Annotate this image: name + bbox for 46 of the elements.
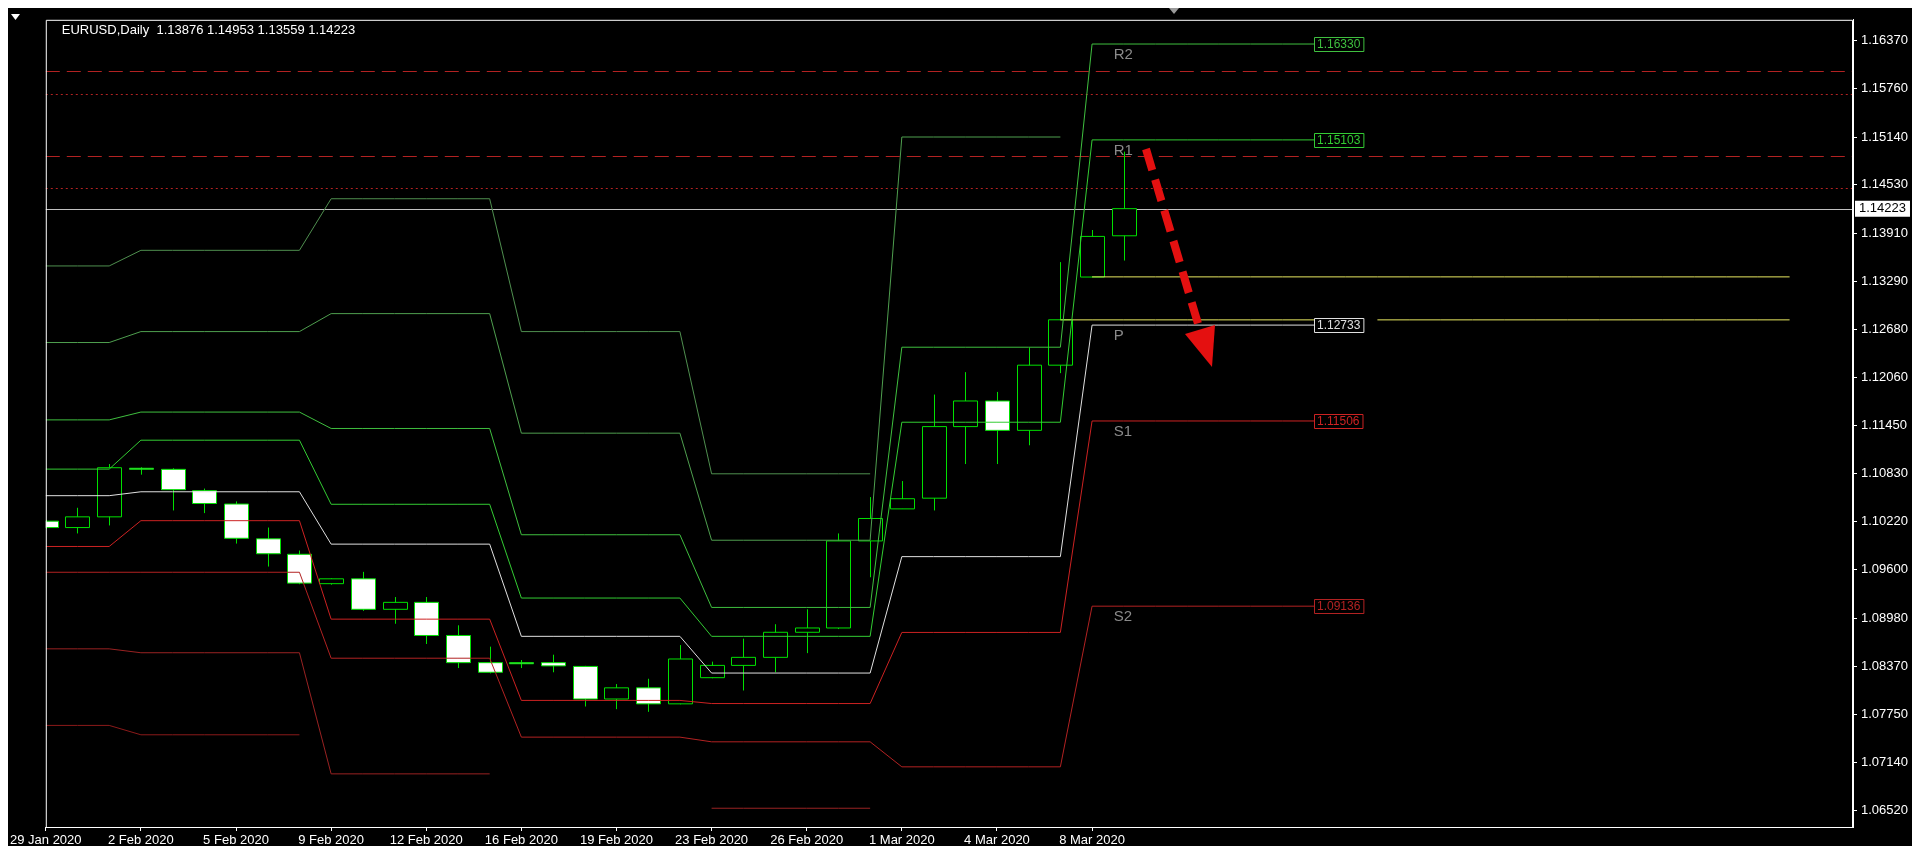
- candlestick: [161, 467, 186, 511]
- y-tick-label: 1.07750: [1861, 706, 1908, 722]
- y-tick-label: 1.15760: [1861, 80, 1908, 96]
- x-tick-label: 1 Mar 2020: [868, 832, 935, 848]
- y-tick-label: 1.14530: [1861, 176, 1908, 192]
- x-tick-label: 12 Feb 2020: [389, 832, 463, 848]
- series-label: R2: [1113, 44, 1133, 62]
- x-tick-label: 8 Mar 2020: [1059, 832, 1125, 848]
- y-tick-label: 1.06520: [1861, 802, 1908, 818]
- y-tick-label: 1.13290: [1861, 273, 1908, 289]
- y-tick-label: 1.11450: [1861, 416, 1908, 432]
- y-tick-label: 1.10830: [1861, 465, 1908, 481]
- y-tick-label: 1.16370: [1861, 32, 1908, 48]
- series-label: S2: [1113, 606, 1133, 624]
- y-tick-label: 1.12680: [1861, 320, 1908, 336]
- data-label: 1.16330: [1317, 36, 1361, 51]
- x-tick-label: 26 Feb 2020: [770, 832, 844, 848]
- y-tick-label: 1.15140: [1861, 128, 1908, 144]
- candlestick: [795, 608, 820, 654]
- series-label: S1: [1113, 421, 1133, 439]
- x-tick-label: 4 Mar 2020: [964, 832, 1030, 848]
- x-tick-label: 5 Feb 2020: [203, 832, 269, 848]
- candlestick: [478, 646, 503, 674]
- y-tick-label: 1.10220: [1861, 513, 1908, 529]
- x-tick-label: 23 Feb 2020: [675, 832, 749, 848]
- ref-line-label: 1.14223: [1859, 200, 1906, 216]
- candlestick: [256, 527, 281, 568]
- y-tick-label: 1.09600: [1861, 561, 1908, 577]
- y-tick-label: 1.13910: [1861, 224, 1908, 240]
- y-tick-label: 1.08980: [1861, 609, 1908, 625]
- x-tick-label: 16 Feb 2020: [484, 832, 558, 848]
- candlestick: [192, 488, 217, 514]
- series-label: R1: [1113, 140, 1133, 158]
- y-tick-label: 1.07140: [1861, 753, 1908, 769]
- data-label: 1.12733: [1317, 317, 1361, 332]
- data-label: 1.11506: [1317, 413, 1360, 428]
- x-tick-label: 9 Feb 2020: [298, 832, 365, 848]
- data-label: 1.09136: [1317, 598, 1361, 613]
- x-tick-label: 29 Jan 2020: [9, 832, 82, 848]
- data-label: 1.15103: [1317, 132, 1361, 147]
- y-tick-label: 1.08370: [1861, 657, 1908, 673]
- x-tick-label: 2 Feb 2020: [108, 832, 174, 848]
- chart-title: EURUSD,Daily 1.13876 1.14953 1.13559 1.14223: [61, 22, 356, 38]
- y-tick-label: 1.12060: [1861, 369, 1908, 385]
- x-tick-label: 19 Feb 2020: [579, 832, 653, 848]
- series-label: P: [1113, 325, 1124, 343]
